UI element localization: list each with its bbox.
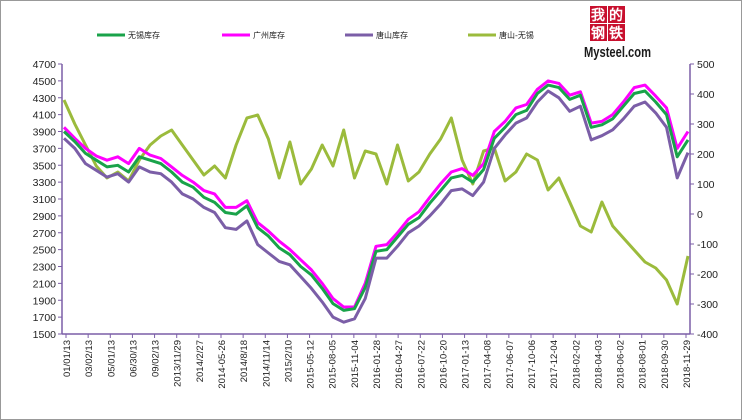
y-right-tick-label: 500 xyxy=(697,59,715,71)
series-line-3 xyxy=(62,99,690,306)
x-tick-label: 2014/11/14 xyxy=(261,340,272,387)
x-tick-label: 2014-05-26 xyxy=(217,340,228,389)
y-right-tick-label: -300 xyxy=(697,299,718,311)
watermark-text: 头条 @我的钢铁 xyxy=(602,391,704,408)
y-left-tick-label: 3300 xyxy=(33,177,57,189)
legend-label-guangzhou: 广州库存 xyxy=(253,30,285,40)
x-tick-label: 2016-04-27 xyxy=(394,340,405,389)
y-right-tick-label: 200 xyxy=(697,149,715,161)
logo-box-3 xyxy=(590,24,607,41)
x-tick-label: 2016-01-28 xyxy=(372,340,383,389)
mysteel-logo: 我 的 钢 铁 Mysteel.com xyxy=(584,6,651,61)
x-tick-label: 2016-10-20 xyxy=(438,340,449,389)
watermark: 头条 @我的钢铁 xyxy=(602,391,704,408)
y-left-tick-label: 2300 xyxy=(33,262,57,274)
x-tick-label: 2015-05-12 xyxy=(306,340,317,389)
series-line-0 xyxy=(62,83,690,312)
x-tick-label: 2018-09-30 xyxy=(660,340,671,389)
x-tick-label: 06/30/13 xyxy=(128,340,139,377)
logo-box-2 xyxy=(608,6,625,23)
x-tick-label: 2018-11-29 xyxy=(682,340,693,388)
x-tick-label: 01/01/13 xyxy=(62,340,73,377)
logo-box-1 xyxy=(590,6,607,23)
logo-char-1: 我 xyxy=(591,8,605,24)
x-tick-label: 2018-06-02 xyxy=(616,340,627,389)
legend-label-wuxi: 无锡库存 xyxy=(128,30,160,40)
y-right-tick-label: 300 xyxy=(697,119,715,131)
y-right-tick-label: 400 xyxy=(697,89,715,101)
x-tick-label: 2018-02-02 xyxy=(571,340,582,389)
y-left-tick-label: 4700 xyxy=(33,59,57,71)
y-left-tick-label: 1900 xyxy=(33,295,57,307)
y-left-tick-label: 1700 xyxy=(33,312,57,324)
y-left-tick-label: 1500 xyxy=(33,329,57,341)
series-group xyxy=(62,79,690,324)
logo-wordmark: Mysteel.com xyxy=(584,44,651,61)
x-tick-label: 2013/11/29 xyxy=(173,340,184,387)
y-left-tick-label: 2100 xyxy=(33,278,57,290)
y-right-tick-label: -400 xyxy=(697,329,718,341)
y-left-tick-label: 3100 xyxy=(33,194,57,206)
x-tick-label: 2018-08-01 xyxy=(638,340,649,389)
legend-label-tangshan: 唐山库存 xyxy=(376,30,408,40)
legend-label-spread: 唐山-无锡 xyxy=(499,30,534,40)
x-tick-label: 03/02/13 xyxy=(84,340,95,377)
y-left-tick-label: 4300 xyxy=(33,93,57,105)
y-right-tick-label: -100 xyxy=(697,239,718,251)
y-left-ticks: 4700 4500 4300 4100 3900 3700 3500 3300 3100 2900… xyxy=(33,59,62,341)
y-left-tick-label: 3500 xyxy=(33,160,57,172)
legend: 无锡库存 广州库存 唐山库存 唐山-无锡 xyxy=(97,30,534,40)
y-right-ticks: 500 400 300 200 100 0 -100 -200 -300 -400 xyxy=(690,59,718,341)
x-tick-label: 2017-12-04 xyxy=(549,340,560,389)
y-right-tick-label: -200 xyxy=(697,269,718,281)
x-tick-label: 2017-04-08 xyxy=(483,340,494,389)
x-tick-label: 2015-08-05 xyxy=(328,340,339,389)
x-tick-label: 2016-07-22 xyxy=(416,340,427,389)
x-ticks: 01/01/13 03/02/13 05/01/13 06/30/13 09/02/13… xyxy=(62,334,693,389)
y-right-tick-label: 0 xyxy=(697,209,703,221)
y-right-tick-label: 100 xyxy=(697,179,715,191)
x-tick-label: 2017-06-07 xyxy=(505,340,516,389)
x-tick-label: 05/01/13 xyxy=(106,340,117,377)
y-left-tick-label: 4500 xyxy=(33,76,57,88)
x-tick-label: 2014/8/18 xyxy=(239,340,250,382)
y-left-tick-label: 3700 xyxy=(33,143,57,155)
logo-char-4: 铁 xyxy=(609,25,623,42)
y-left-tick-label: 3900 xyxy=(33,127,57,139)
x-tick-label: 2014/2/27 xyxy=(195,340,206,382)
logo-box-4 xyxy=(608,24,625,41)
x-tick-label: 2017-01-13 xyxy=(461,340,472,389)
y-left-tick-label: 4100 xyxy=(33,110,57,122)
x-tick-label: 2015-11-04 xyxy=(350,340,361,388)
y-left-tick-label: 2500 xyxy=(33,245,57,257)
logo-char-2: 的 xyxy=(609,7,623,24)
logo-char-3: 钢 xyxy=(591,25,605,42)
y-left-tick-label: 2700 xyxy=(33,228,57,240)
x-tick-label: 2017-10-06 xyxy=(527,340,538,389)
x-tick-label: 2018-04-03 xyxy=(593,340,604,389)
plot-area: 4700 4500 4300 4100 3900 3700 3500 3300 3100 2900… xyxy=(33,59,719,389)
series-line-2 xyxy=(62,89,690,324)
y-left-tick-label: 2900 xyxy=(33,211,57,223)
x-tick-label: 2015/2/10 xyxy=(283,340,294,382)
x-tick-label: 09/02/13 xyxy=(151,340,162,377)
